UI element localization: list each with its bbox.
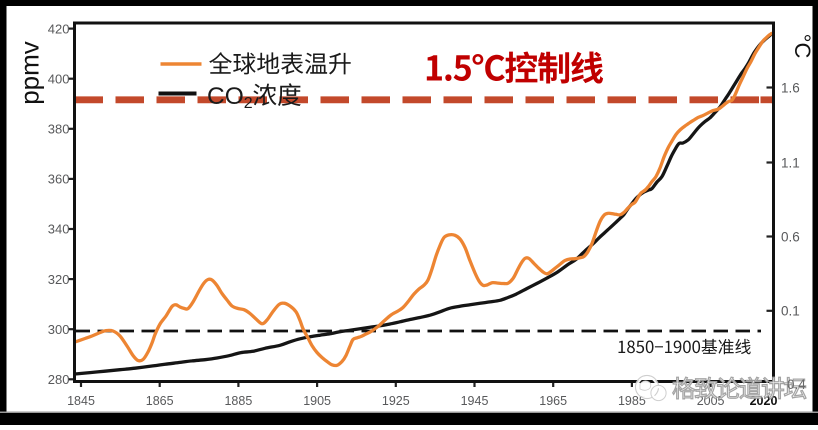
svg-text:1845: 1845 — [67, 394, 95, 408]
svg-text:ppmv: ppmv — [15, 41, 45, 105]
svg-text:360: 360 — [48, 172, 70, 187]
svg-text:1925: 1925 — [382, 394, 410, 408]
svg-text:°C: °C — [790, 34, 815, 59]
svg-text:320: 320 — [48, 272, 70, 287]
svg-text:1.6: 1.6 — [781, 80, 800, 95]
svg-text:1965: 1965 — [539, 394, 567, 408]
svg-text:1865: 1865 — [146, 394, 174, 408]
svg-text:0.1: 0.1 — [781, 304, 800, 319]
svg-text:340: 340 — [48, 222, 70, 237]
svg-text:280: 280 — [48, 372, 70, 387]
svg-text:380: 380 — [48, 122, 70, 137]
svg-text:0.6: 0.6 — [781, 229, 800, 244]
svg-text:1905: 1905 — [303, 394, 331, 408]
svg-text:1.1: 1.1 — [781, 155, 800, 170]
svg-text:400: 400 — [48, 71, 70, 86]
svg-text:1885: 1885 — [224, 394, 252, 408]
svg-text:300: 300 — [48, 322, 70, 337]
svg-text:0.4: 0.4 — [787, 377, 806, 392]
svg-text:1945: 1945 — [461, 394, 489, 408]
svg-text:420: 420 — [48, 21, 70, 36]
